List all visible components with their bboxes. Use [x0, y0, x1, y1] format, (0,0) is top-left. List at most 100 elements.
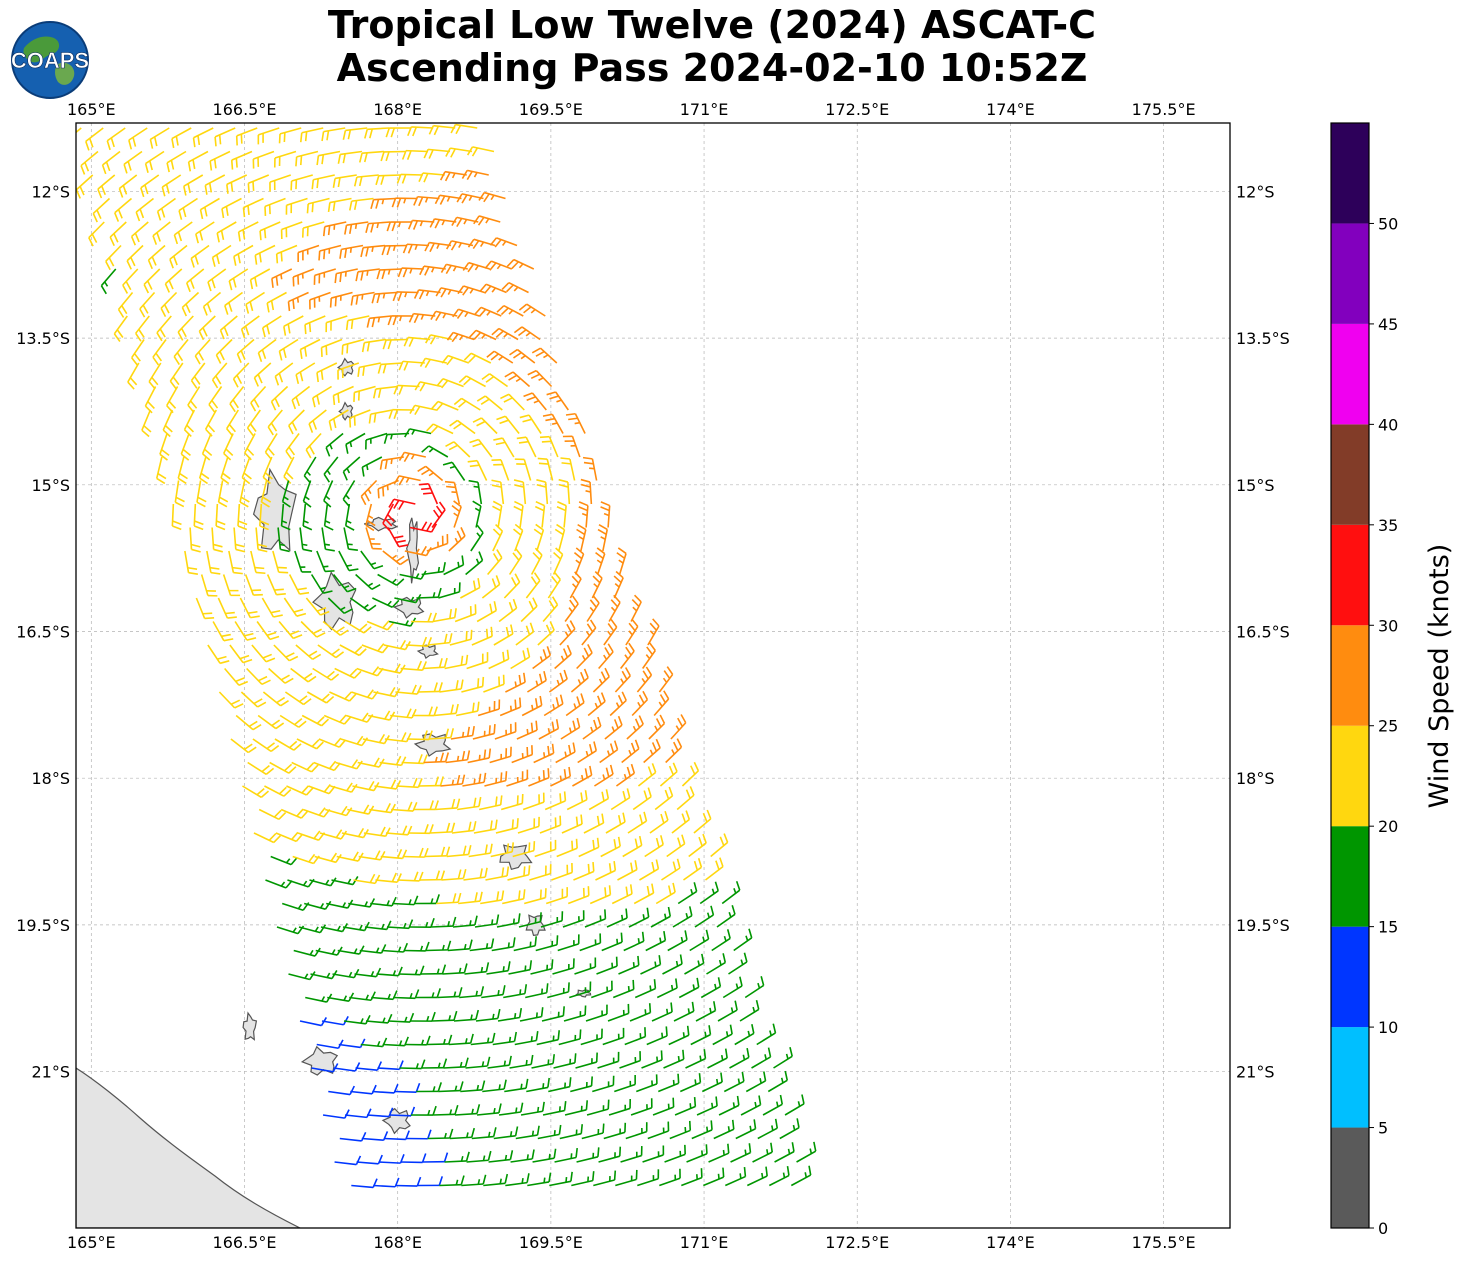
- wind-barb: [427, 633, 453, 646]
- lon-tick-label-top: 169.5°E: [519, 100, 583, 119]
- wind-barb: [365, 527, 382, 550]
- wind-barb: [606, 908, 628, 928]
- wind-barb: [264, 785, 292, 797]
- wind-barb: [678, 977, 700, 999]
- wind-barb: [631, 690, 649, 717]
- wind-barb: [178, 197, 198, 220]
- wind-barb: [456, 193, 484, 204]
- wind-barb: [665, 738, 683, 764]
- wind-barb: [105, 244, 122, 271]
- wind-barb: [252, 738, 280, 753]
- wind-barb: [454, 604, 477, 623]
- wind-barb: [316, 550, 335, 573]
- wind-barb: [620, 1146, 643, 1163]
- wind-barb: [508, 548, 523, 575]
- wind-barb: [358, 150, 385, 163]
- wind-barb: [535, 935, 559, 952]
- wind-barb: [217, 597, 237, 619]
- wind-barb: [295, 150, 319, 167]
- wind-barb: [520, 1101, 545, 1116]
- wind-barb: [593, 1170, 617, 1187]
- wind-barb: [287, 291, 309, 312]
- wind-barb: [569, 571, 582, 599]
- colorbar-tick-label: 0: [1378, 1219, 1388, 1238]
- wind-barb: [135, 197, 154, 222]
- wind-barb: [216, 221, 237, 243]
- wind-barb: [155, 456, 167, 485]
- wind-barb: [630, 594, 642, 622]
- wind-barb: [443, 1057, 469, 1069]
- wind-barb: [393, 384, 420, 395]
- wind-barb: [232, 362, 250, 388]
- wind-barb: [416, 587, 442, 599]
- wind-barb: [174, 480, 185, 508]
- wind-barb: [310, 574, 333, 594]
- wind-barb: [484, 771, 508, 787]
- wind-barb: [599, 740, 619, 764]
- wind-barb: [479, 795, 503, 811]
- wind-barb: [556, 838, 578, 858]
- coaps-logo: COAPS: [11, 21, 89, 99]
- wind-barb: [292, 268, 315, 287]
- wind-barb: [449, 1127, 476, 1140]
- wind-barb: [275, 244, 298, 264]
- colorbar-bin: [1331, 1027, 1369, 1128]
- wind-barb: [608, 1098, 632, 1116]
- wind-barb: [403, 941, 430, 952]
- wind-barb: [407, 126, 434, 137]
- wind-barb: [449, 419, 476, 435]
- wind-barb: [625, 1122, 648, 1140]
- wind-barb: [202, 291, 222, 316]
- wind-barb: [130, 221, 149, 246]
- wind-barb: [358, 850, 386, 861]
- wind-barb: [398, 965, 425, 976]
- wind-barb: [626, 715, 644, 740]
- wind-barb: [662, 954, 683, 975]
- wind-barb: [690, 1025, 712, 1046]
- wind-barb: [756, 1023, 777, 1046]
- wind-barb: [228, 268, 249, 291]
- wind-barb: [419, 483, 439, 505]
- logo-text: COAPS: [11, 48, 89, 73]
- wind-barb: [492, 500, 503, 528]
- wind-barb: [300, 620, 326, 638]
- wind-barb: [768, 1166, 790, 1187]
- wind-barb: [499, 697, 522, 717]
- wind-barb: [217, 480, 229, 508]
- wind-barb: [717, 1000, 738, 1022]
- wind-barb: [533, 743, 555, 764]
- wind-barb: [397, 267, 424, 278]
- wind-barb: [360, 244, 386, 258]
- wind-barb: [295, 644, 322, 661]
- wind-barb: [204, 174, 226, 195]
- wind-barb: [627, 811, 648, 834]
- wind-barb: [393, 475, 421, 486]
- wind-barb: [450, 726, 475, 740]
- lon-tick-label-top: 172.5°E: [825, 100, 889, 119]
- wind-barb: [566, 790, 588, 811]
- wind-barb: [240, 691, 267, 708]
- wind-barb: [230, 738, 257, 754]
- wind-barb: [683, 857, 703, 881]
- wind-barb: [280, 808, 309, 819]
- wind-barb: [344, 1108, 372, 1119]
- wind-barb: [538, 719, 560, 740]
- wind-barb: [387, 527, 409, 548]
- wind-barb: [432, 608, 457, 623]
- wind-barb: [659, 762, 678, 787]
- wind-barb: [139, 291, 156, 318]
- wind-barb: [532, 1148, 557, 1163]
- wind-barb: [603, 618, 618, 646]
- wind-barb: [181, 291, 200, 317]
- wind-barb: [445, 147, 473, 158]
- wind-barb: [349, 597, 377, 612]
- wind-barb: [366, 315, 392, 328]
- wind-barb: [236, 338, 255, 364]
- wind-barb: [647, 1121, 670, 1140]
- wind-barb: [117, 291, 134, 318]
- wind-barb: [329, 291, 353, 308]
- wind-barb: [173, 221, 193, 245]
- wind-barb: [355, 573, 381, 591]
- wind-barb: [581, 1123, 605, 1140]
- wind-barb: [685, 1049, 707, 1069]
